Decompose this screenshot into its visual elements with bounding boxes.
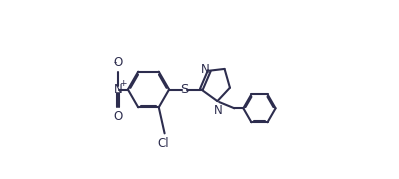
Text: N: N — [114, 83, 122, 96]
Text: Cl: Cl — [157, 137, 169, 150]
Text: +: + — [119, 79, 127, 88]
Text: N: N — [214, 104, 223, 117]
Text: O: O — [113, 56, 122, 69]
Text: -: - — [114, 59, 117, 67]
Text: S: S — [180, 83, 188, 96]
Text: N: N — [200, 63, 209, 76]
Text: O: O — [113, 110, 122, 123]
